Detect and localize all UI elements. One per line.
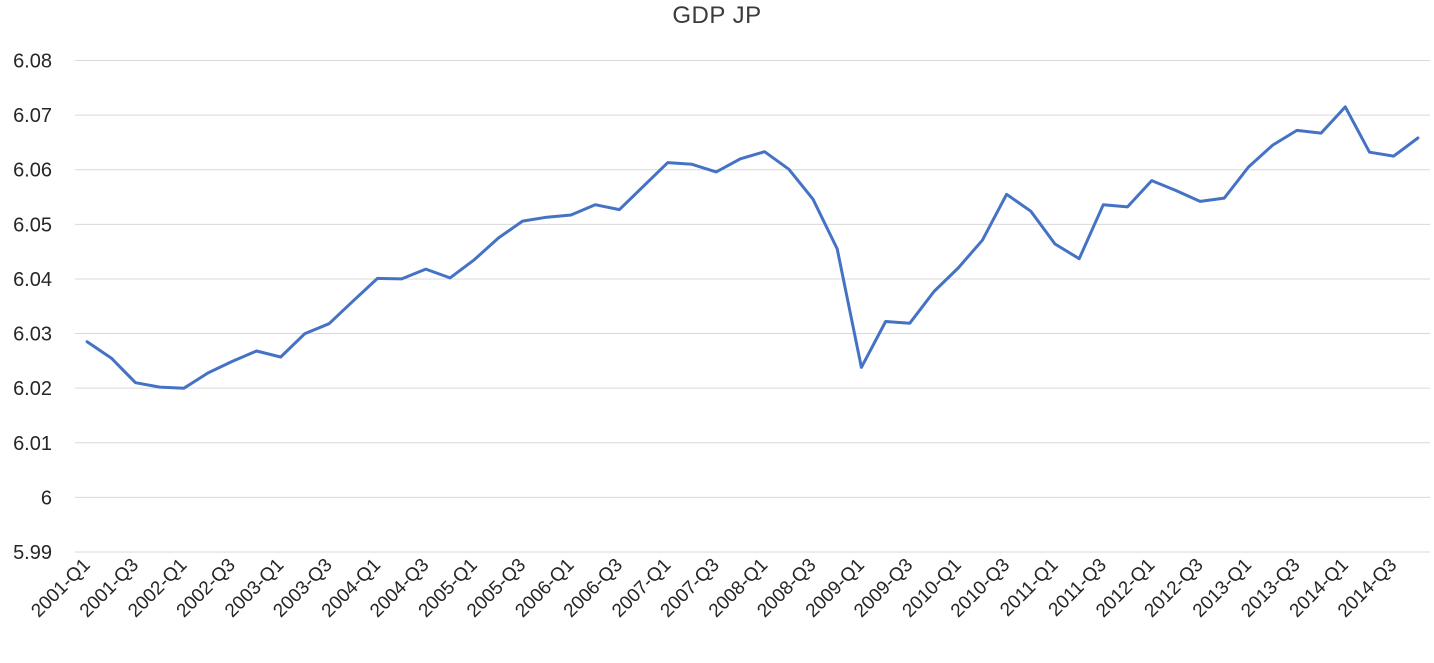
y-tick-label: 5.99: [13, 542, 52, 564]
x-axis-labels: 2001-Q12001-Q32002-Q12002-Q32003-Q12003-…: [27, 555, 1401, 622]
y-tick-label: 6.03: [13, 324, 52, 346]
y-tick-label: 6.04: [13, 269, 52, 291]
y-axis-labels: 5.99 6 6.01 6.02 6.03 6.04 6.05 6.06 6.07 6.08: [13, 51, 52, 565]
chart-title: GDP JP: [672, 2, 762, 29]
gdp-series-line: [85, 105, 1420, 390]
y-tick-label: 6.02: [13, 378, 52, 400]
y-tick-label: 6: [41, 487, 52, 509]
y-tick-label: 6.08: [13, 51, 52, 73]
gridlines: [75, 60, 1430, 553]
y-tick-label: 6.05: [13, 214, 52, 236]
y-tick-label: 6.07: [13, 105, 52, 127]
y-tick-label: 6.01: [13, 433, 52, 455]
y-tick-label: 6.06: [13, 160, 52, 182]
